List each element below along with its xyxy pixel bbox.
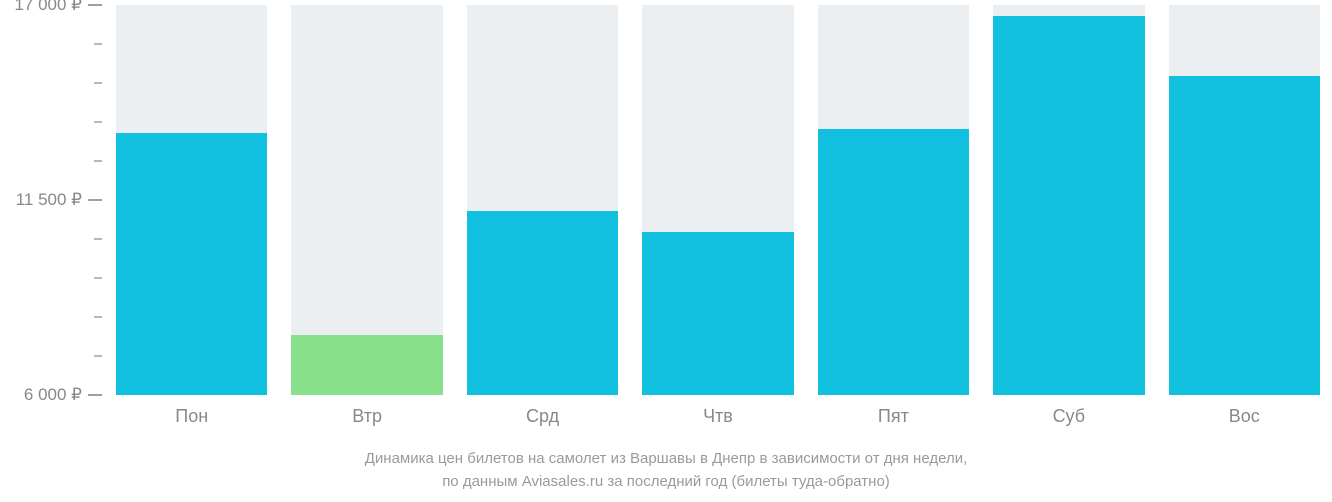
x-label: Суб <box>993 400 1144 427</box>
bar-Вос <box>1169 5 1320 395</box>
bar-Суб <box>993 5 1144 395</box>
bar-value <box>993 16 1144 395</box>
y-tick-major <box>88 394 102 396</box>
y-tick-minor <box>94 316 102 318</box>
y-tick-minor <box>94 82 102 84</box>
y-tick-label: 17 000 ₽ <box>14 0 82 15</box>
x-label: Пон <box>116 400 267 427</box>
bars-container <box>110 5 1320 395</box>
caption-line-2: по данным Aviasales.ru за последний год … <box>442 473 890 490</box>
bar-Срд <box>467 5 618 395</box>
y-tick-minor <box>94 43 102 45</box>
y-tick-minor <box>94 355 102 357</box>
x-label: Чтв <box>642 400 793 427</box>
y-tick-minor <box>94 277 102 279</box>
y-tick-minor <box>94 160 102 162</box>
bar-Чтв <box>642 5 793 395</box>
x-label: Вос <box>1169 400 1320 427</box>
y-tick-label: 6 000 ₽ <box>24 385 82 405</box>
bar-value <box>642 232 793 395</box>
y-tick-major <box>88 199 102 201</box>
y-axis: 17 000 ₽11 500 ₽6 000 ₽ <box>0 5 110 395</box>
bar-Пон <box>116 5 267 395</box>
bar-value <box>116 133 267 395</box>
bar-value <box>467 211 618 395</box>
y-tick-minor <box>94 121 102 123</box>
x-label: Срд <box>467 400 618 427</box>
bar-value <box>1169 76 1320 395</box>
price-by-weekday-chart: 17 000 ₽11 500 ₽6 000 ₽ ПонВтрСрдЧтвПятС… <box>0 0 1332 502</box>
bar-Пят <box>818 5 969 395</box>
x-label: Втр <box>291 400 442 427</box>
y-tick-minor <box>94 238 102 240</box>
bar-value <box>291 335 442 395</box>
x-axis-labels: Пон Втр Срд Чтв Пят Суб Вос <box>110 400 1320 427</box>
bar-value <box>818 129 969 395</box>
caption-line-1: Динамика цен билетов на самолет из Варша… <box>365 450 968 467</box>
chart-caption: Динамика цен билетов на самолет из Варша… <box>0 448 1332 493</box>
y-tick-label: 11 500 ₽ <box>16 190 82 210</box>
bar-Втр <box>291 5 442 395</box>
plot-area <box>110 5 1320 395</box>
y-tick-major <box>88 4 102 6</box>
x-label: Пят <box>818 400 969 427</box>
